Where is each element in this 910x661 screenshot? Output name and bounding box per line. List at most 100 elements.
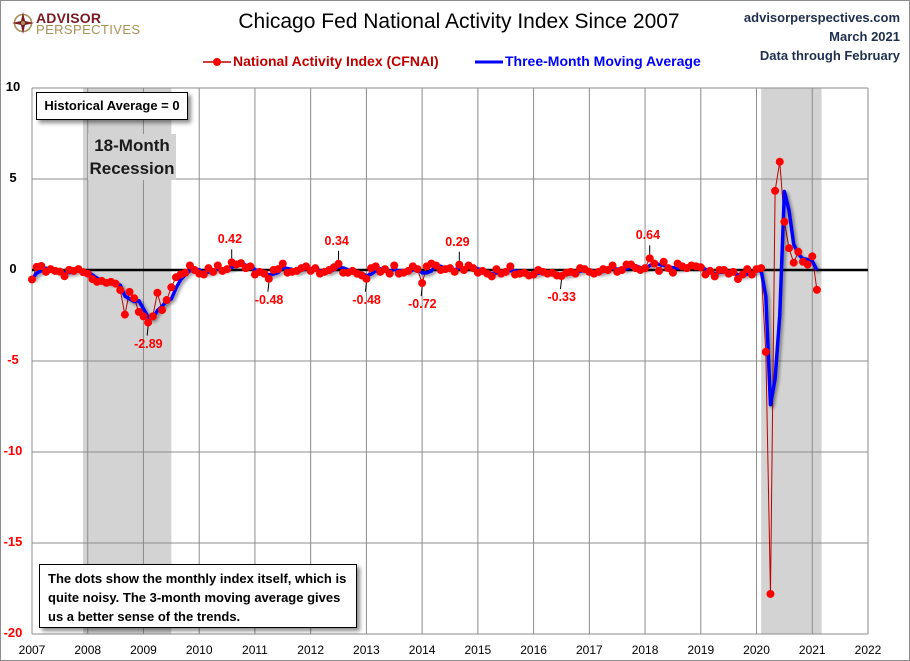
cfnai-point	[710, 272, 719, 281]
cfnai-point	[668, 268, 677, 277]
data-label: 0.29	[445, 234, 470, 249]
source-block: advisorperspectives.com March 2021 Data …	[744, 8, 900, 65]
x-tick-label: 2011	[242, 643, 268, 657]
x-tick-label: 2007	[18, 643, 46, 657]
x-tick-label: 2018	[631, 643, 659, 657]
cfnai-point	[455, 260, 464, 269]
recession-label-line2: Recession	[88, 157, 176, 180]
source-note: Data through February	[759, 48, 900, 63]
cfnai-point	[808, 252, 817, 261]
recession-label: 18-Month Recession	[88, 134, 176, 180]
cfnai-point	[450, 267, 459, 276]
legend-swatch-cfnai	[203, 55, 231, 67]
cfnai-point	[418, 279, 427, 288]
cfnai-point	[659, 257, 668, 266]
explanation-note-box: The dots show the monthly index itself, …	[39, 564, 357, 628]
cfnai-point	[696, 263, 705, 272]
cfnai-point	[83, 269, 92, 278]
cfnai-point	[812, 285, 821, 294]
x-tick-label: 2016	[520, 643, 547, 657]
cfnai-point	[706, 266, 715, 275]
legend-item-moving-average: Three-Month Moving Average	[475, 53, 701, 69]
cfnai-point	[571, 269, 580, 278]
cfnai-point	[37, 261, 46, 270]
cfnai-point	[413, 265, 422, 274]
y-tick-label: -15	[3, 534, 23, 549]
data-label: -0.72	[408, 297, 437, 312]
cfnai-point	[766, 589, 775, 598]
cfnai-point	[334, 259, 343, 268]
y-tick-label: -10	[3, 443, 23, 458]
cfnai-point	[506, 262, 515, 271]
y-tick-label: 10	[5, 79, 21, 94]
data-label: -2.89	[134, 336, 163, 351]
chart-title: Chicago Fed National Activity Index Sinc…	[238, 10, 680, 33]
x-tick-label: 2021	[798, 643, 826, 657]
cfnai-point	[487, 272, 496, 281]
cfnai-point	[148, 312, 157, 321]
historical-average-box: Historical Average = 0	[36, 92, 188, 120]
cfnai-point	[780, 217, 789, 226]
cfnai-point	[130, 294, 139, 303]
data-label: 0.34	[324, 233, 349, 248]
cfnai-point	[371, 262, 380, 271]
cfnai-point	[158, 306, 167, 315]
cfnai-point	[153, 288, 162, 297]
cfnai-point	[645, 254, 654, 263]
cfnai-point	[362, 274, 371, 283]
cfnai-point	[162, 296, 171, 305]
x-tick-label: 2017	[575, 643, 603, 657]
x-tick-label: 2013	[353, 643, 380, 657]
cfnai-point	[761, 347, 770, 356]
data-label-leader	[420, 287, 423, 297]
cfnai-point	[144, 318, 153, 327]
cfnai-point	[608, 261, 617, 270]
cfnai-point	[757, 264, 766, 273]
y-tick-label: -20	[3, 625, 23, 640]
data-label-leader	[146, 326, 149, 336]
logo-text-advisor: ADVISOR	[36, 10, 102, 26]
x-tick-label: 2015	[464, 643, 492, 657]
cfnai-point	[223, 265, 232, 274]
cfnai-point	[28, 275, 36, 284]
cfnai-point	[771, 186, 780, 195]
data-label-leader	[364, 282, 367, 292]
data-label: -0.48	[352, 292, 381, 307]
cfnai-point	[139, 312, 148, 321]
cfnai-point	[729, 267, 738, 276]
legend-label-cfnai: National Activity Index (CFNAI)	[233, 53, 439, 69]
x-tick-label: 2010	[185, 643, 213, 657]
cfnai-point	[125, 287, 134, 296]
source-site: advisorperspectives.com	[743, 10, 900, 25]
cfnai-point	[641, 264, 650, 273]
cfnai-point	[617, 266, 626, 274]
cfnai-point	[111, 279, 120, 288]
cfnai-point	[803, 260, 812, 269]
cfnai-point	[390, 261, 399, 270]
cfnai-point	[260, 269, 269, 278]
data-label-leader	[267, 282, 270, 292]
cfnai-point	[743, 265, 752, 274]
y-tick-label: 5	[9, 170, 17, 185]
cfnai-point	[385, 269, 394, 278]
cfnai-point	[650, 259, 659, 268]
cfnai-point	[274, 265, 283, 274]
x-tick-label: 2014	[408, 643, 436, 657]
cfnai-point	[60, 272, 69, 281]
cfnai-point	[209, 267, 218, 276]
cfnai-point	[213, 261, 222, 270]
x-tick-label: 2020	[743, 643, 770, 657]
data-label: 0.42	[217, 232, 243, 247]
cfnai-point	[199, 270, 208, 279]
chart-title-wrap: Chicago Fed National Activity Index Sinc…	[0, 10, 910, 34]
cfnai-point	[167, 283, 176, 292]
y-tick-label: -5	[7, 352, 19, 367]
data-label-leader	[559, 279, 562, 290]
cfnai-point	[278, 259, 287, 268]
cfnai-point	[775, 157, 784, 166]
cfnai-point	[237, 259, 245, 268]
compass-icon	[12, 12, 34, 34]
x-tick-label: 2019	[687, 643, 715, 657]
cfnai-point	[311, 264, 320, 273]
recession-label-line1: 18-Month	[88, 134, 176, 157]
